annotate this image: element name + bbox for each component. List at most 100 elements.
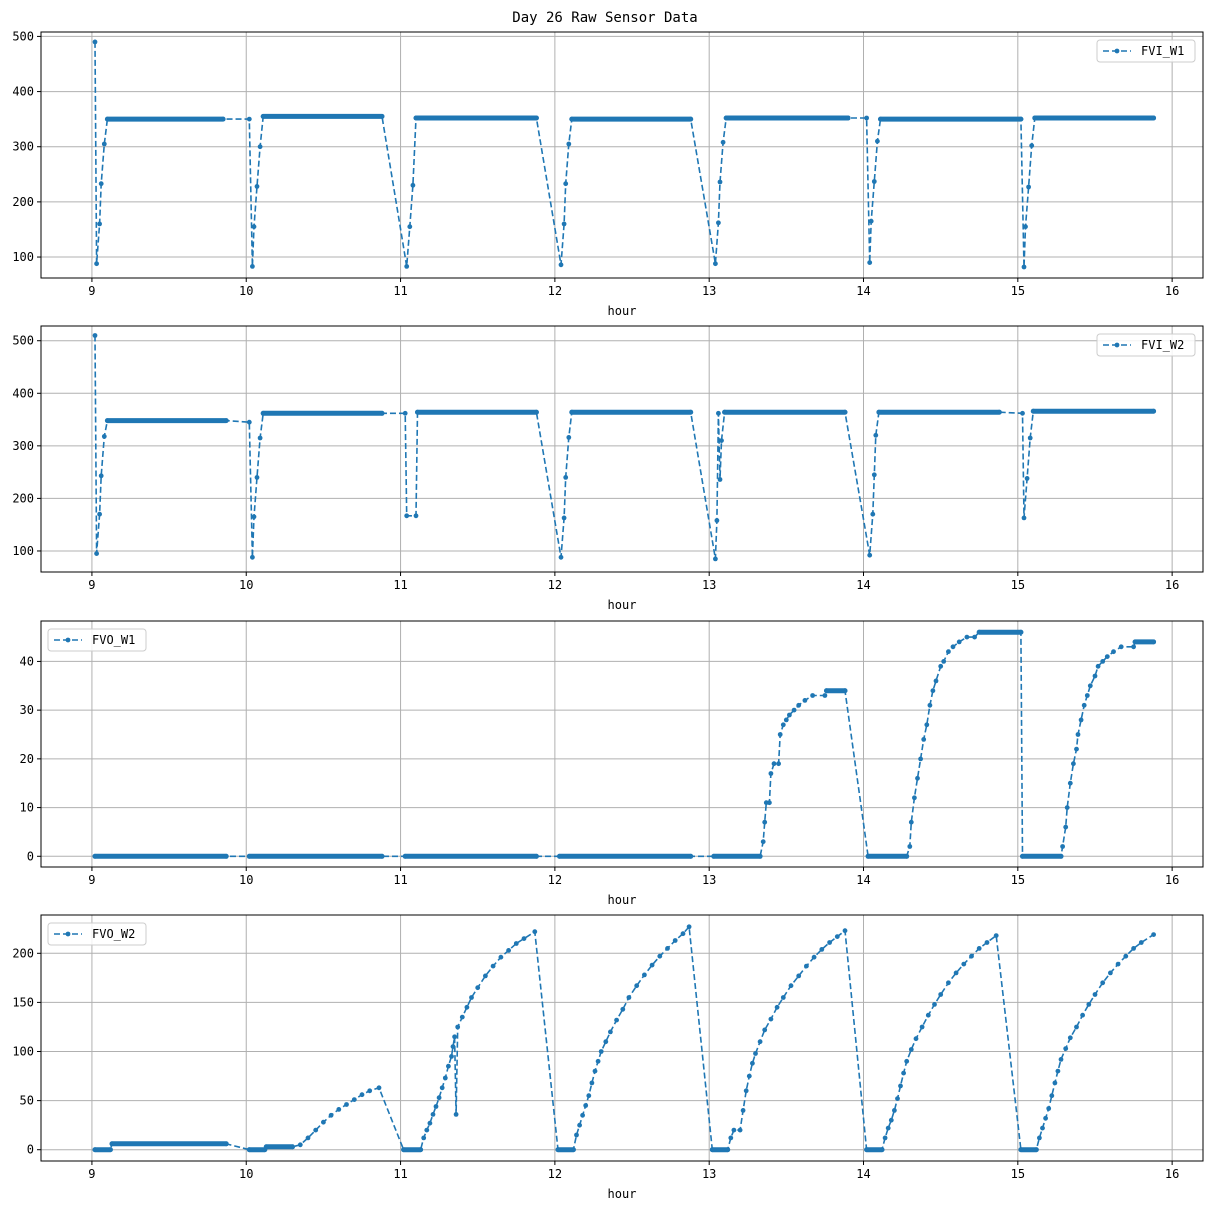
data-point: [819, 947, 825, 952]
x-tick-label: 13: [702, 873, 716, 887]
data-point: [680, 931, 686, 937]
data-point: [796, 973, 802, 979]
data-point: [402, 410, 408, 416]
data-point: [513, 941, 519, 946]
data-point: [771, 761, 777, 767]
data-point: [359, 1092, 365, 1098]
y-tick-label: 200: [12, 491, 34, 505]
data-point: [563, 181, 569, 187]
data-point: [97, 511, 102, 517]
data-point: [257, 435, 263, 441]
data-point: [717, 179, 723, 185]
data-point: [101, 141, 107, 147]
figure-title: Day 26 Raw Sensor Data: [512, 10, 697, 26]
data-point: [446, 1063, 451, 1069]
data-point: [746, 1073, 752, 1079]
y-tick-label: 50: [20, 1094, 34, 1108]
y-tick-label: 500: [12, 334, 34, 348]
data-point: [1074, 1024, 1079, 1030]
data-point: [1123, 953, 1129, 959]
data-point: [783, 717, 789, 723]
legend-box: [1096, 333, 1196, 357]
y-tick-label: 400: [12, 386, 34, 400]
data-point: [938, 663, 944, 669]
x-tick-label: 16: [1165, 578, 1179, 592]
data-point: [449, 1054, 454, 1059]
data-point: [367, 1088, 373, 1094]
data-point: [532, 929, 538, 935]
data-point: [1074, 746, 1079, 752]
data-point: [871, 179, 877, 184]
data-point: [827, 940, 832, 945]
data-point: [1024, 476, 1030, 481]
data-point: [558, 262, 564, 268]
x-tick-label: 10: [239, 284, 253, 298]
data-point: [92, 39, 98, 45]
data-point: [566, 435, 572, 440]
data-point: [686, 924, 692, 930]
series-FVI_W2: [92, 333, 1157, 562]
data-point: [404, 264, 410, 269]
data-point: [1067, 1035, 1073, 1041]
data-point: [580, 1112, 585, 1118]
data-point: [1021, 515, 1027, 521]
legend-label: FVI_W1: [1141, 44, 1184, 58]
y-tick-label: 200: [12, 946, 34, 960]
x-tick-label: 13: [702, 284, 716, 298]
y-tick-label: 150: [12, 995, 34, 1009]
data-point: [583, 1103, 589, 1108]
data-point: [410, 182, 416, 188]
data-point: [740, 1108, 746, 1113]
data-point: [257, 144, 263, 150]
x-tick-label: 16: [1165, 284, 1179, 298]
data-point: [469, 995, 474, 1000]
x-tick-label: 14: [856, 284, 870, 298]
x-tick-label: 13: [702, 1167, 716, 1181]
data-point: [558, 554, 564, 560]
data-point: [313, 1127, 319, 1133]
data-point: [777, 732, 783, 737]
data-point: [1026, 184, 1031, 190]
data-point: [672, 938, 678, 943]
data-point: [305, 1135, 311, 1141]
data-point: [976, 946, 982, 951]
x-tick-label: 14: [856, 578, 870, 592]
data-point: [913, 1036, 919, 1042]
data-point: [953, 970, 959, 976]
data-point: [595, 1058, 601, 1064]
data-point: [475, 985, 481, 991]
data-point: [731, 1127, 737, 1133]
data-point: [250, 554, 255, 560]
data-point: [908, 1047, 914, 1052]
axes-frame: [40, 325, 1204, 573]
data-point: [810, 693, 815, 698]
data-point: [743, 1088, 749, 1094]
legend-marker: [65, 637, 71, 643]
data-point: [1052, 1080, 1058, 1086]
x-tick-label: 12: [548, 284, 562, 298]
legend-marker: [1114, 342, 1120, 348]
data-point: [870, 511, 876, 517]
data-point: [892, 1108, 897, 1113]
data-point: [413, 513, 419, 519]
data-point: [888, 1117, 894, 1123]
data-point: [1075, 732, 1081, 737]
data-point: [842, 928, 848, 934]
x-tick-label: 15: [1011, 873, 1025, 887]
data-point: [867, 552, 873, 558]
data-point: [791, 707, 797, 713]
data-point: [873, 432, 879, 438]
data-point: [483, 973, 488, 979]
y-tick-label: 100: [12, 250, 34, 264]
data-point: [453, 1112, 459, 1117]
x-axis-label: hour: [608, 1187, 637, 1201]
data-point: [762, 1027, 768, 1033]
data-point: [1081, 702, 1087, 708]
data-point: [1023, 224, 1028, 230]
data-point: [439, 1085, 445, 1091]
data-point: [787, 712, 792, 718]
data-point: [1118, 644, 1124, 650]
y-tick-label: 300: [12, 140, 34, 154]
data-point: [1071, 761, 1076, 767]
